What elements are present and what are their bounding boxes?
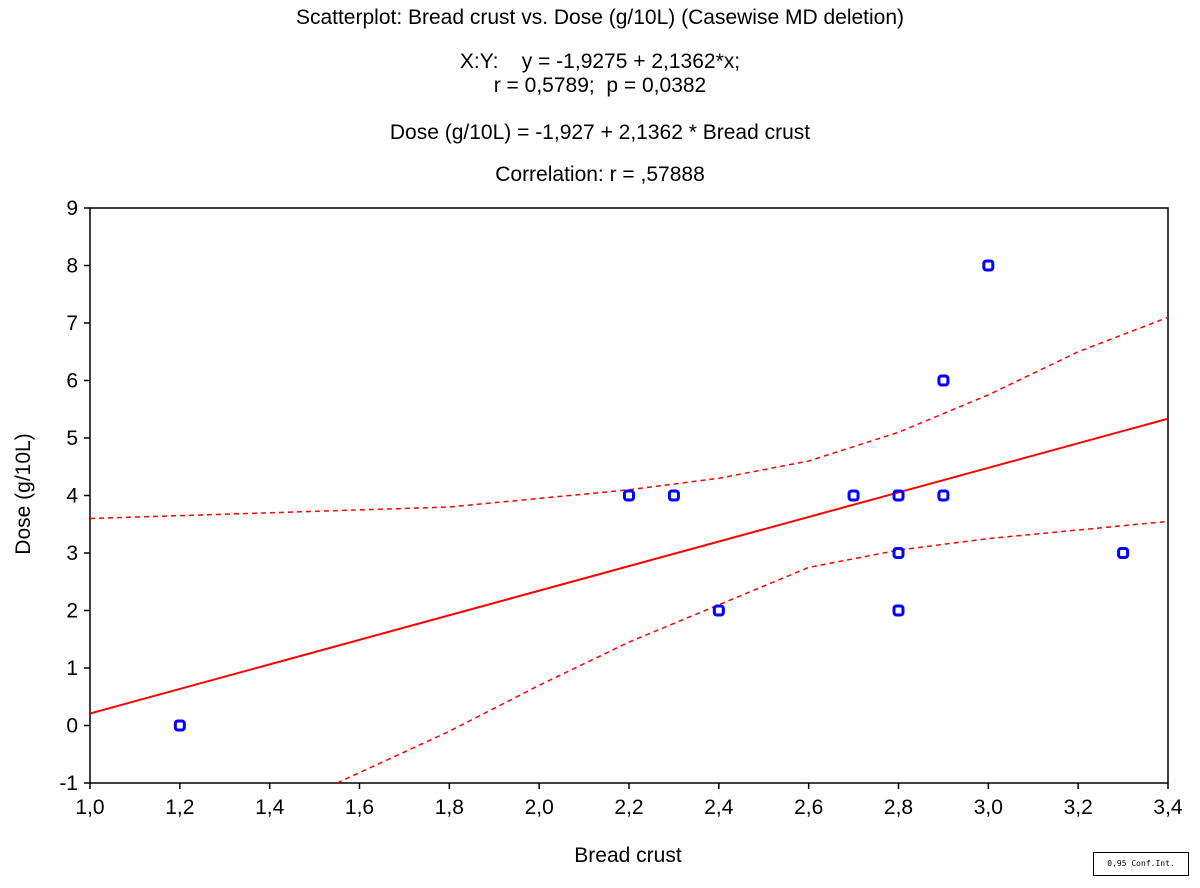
- data-point: [173, 719, 186, 732]
- x-tick-label: 2,4: [704, 796, 734, 819]
- y-tick-label: -1: [59, 772, 78, 795]
- stats-line: r = 0,5789; p = 0,0382: [493, 74, 707, 97]
- x-tick-label: 1,4: [255, 796, 285, 819]
- data-point: [623, 489, 635, 502]
- y-tick-label: 9: [66, 197, 78, 220]
- model-equation: Dose (g/10L) = -1,927 + 2,1362 * Bread c…: [389, 121, 811, 144]
- y-tick-label: 4: [66, 485, 78, 508]
- y-tick-label: 6: [66, 370, 78, 393]
- x-tick-label: 1,0: [75, 796, 104, 819]
- data-point: [667, 489, 680, 502]
- x-tick-label: 2,0: [525, 796, 554, 819]
- lower-confidence-band: [336, 520, 1168, 783]
- y-axis-label: Dose (g/10L): [12, 433, 35, 554]
- upper-confidence-band: [90, 316, 1168, 520]
- y-tick-label: 3: [66, 542, 78, 565]
- x-tick-label: 1,2: [165, 796, 194, 819]
- x-tick-label: 3,0: [974, 796, 1003, 819]
- data-point: [847, 489, 860, 502]
- data-point: [1117, 547, 1130, 559]
- conf-int-legend: 0,95 Conf.Int.: [1093, 852, 1189, 876]
- x-tick-label: 2,6: [794, 796, 823, 819]
- x-tick-label: 3,4: [1153, 796, 1183, 819]
- plot-area: [89, 207, 1169, 784]
- x-tick-label: 2,2: [614, 796, 643, 819]
- x-tick-label: 1,6: [345, 796, 374, 819]
- data-point: [712, 604, 725, 617]
- correlation-line: Correlation: r = ,57888: [495, 163, 705, 186]
- y-tick-label: 2: [66, 600, 78, 623]
- y-tick-label: 7: [66, 312, 78, 335]
- y-tick-label: 8: [66, 255, 78, 278]
- y-tick-label: 0: [66, 715, 78, 738]
- x-tick-label: 2,8: [884, 796, 913, 819]
- data-point: [892, 489, 905, 502]
- y-tick-label: 5: [66, 427, 78, 450]
- data-point: [892, 547, 905, 559]
- x-tick-label: 1,8: [435, 796, 464, 819]
- data-point: [982, 259, 995, 272]
- x-tick-label: 3,2: [1064, 796, 1093, 819]
- chart-title: Scatterplot: Bread crust vs. Dose (g/10L…: [295, 6, 905, 29]
- regression-line: [90, 417, 1168, 715]
- data-point: [937, 374, 950, 387]
- equation-line: X:Y: y = -1,9275 + 2,1362*x;: [459, 50, 741, 73]
- data-point: [892, 604, 905, 617]
- y-tick-label: 1: [66, 657, 78, 680]
- data-point: [937, 489, 950, 502]
- x-axis-label: Bread crust: [574, 844, 682, 867]
